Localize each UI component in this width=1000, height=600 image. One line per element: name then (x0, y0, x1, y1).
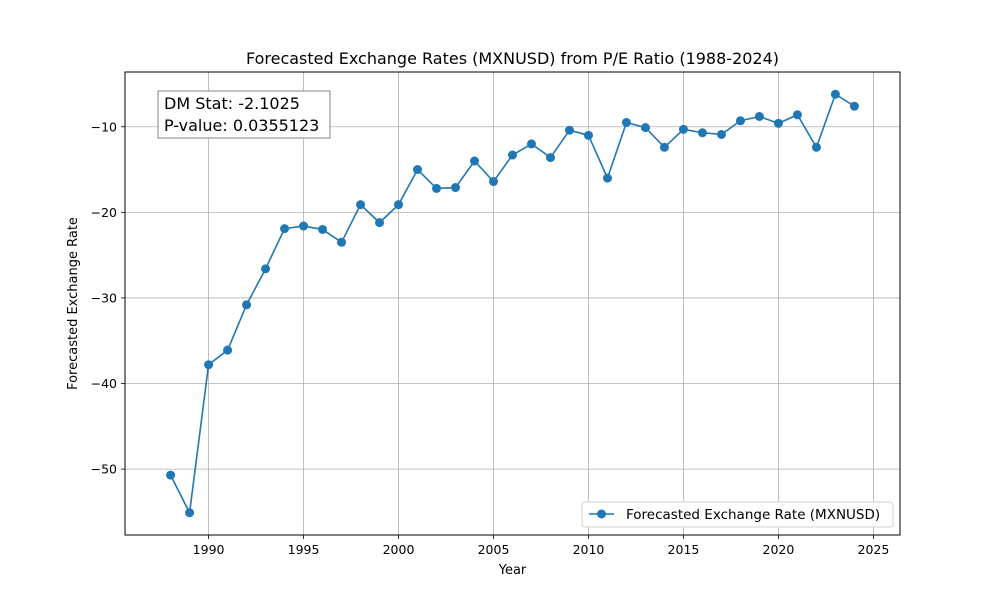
data-point (508, 150, 517, 160)
data-point (564, 125, 574, 135)
x-tick-label: 2005 (478, 542, 510, 557)
data-point (773, 118, 783, 128)
x-tick-label: 2000 (383, 542, 415, 557)
data-point (394, 200, 404, 210)
y-tick-label: −10 (91, 119, 117, 134)
data-point (185, 508, 195, 518)
data-point (602, 173, 612, 183)
x-axis-label: Year (498, 563, 527, 578)
data-point (697, 128, 707, 138)
legend: Forecasted Exchange Rate (MXNUSD) (581, 501, 894, 528)
y-tick-label: −50 (91, 462, 117, 477)
data-point (640, 123, 650, 133)
data-point (754, 112, 764, 121)
data-point (621, 117, 631, 127)
plot-area-frame (124, 71, 901, 536)
data-point (583, 130, 593, 140)
legend-marker-swatch (597, 509, 606, 519)
data-point (299, 221, 309, 231)
data-point (413, 165, 423, 175)
annotation-box (157, 90, 331, 139)
data-point (735, 116, 745, 126)
y-tick-label: −30 (91, 290, 117, 305)
x-tick-label: 2010 (573, 542, 605, 557)
x-tick-label: 1990 (193, 542, 225, 557)
x-tick-label: 2025 (858, 542, 890, 557)
data-point (280, 224, 290, 234)
y-tick-label: −40 (91, 376, 117, 391)
data-point (545, 153, 555, 163)
x-tick-label: 2015 (668, 542, 700, 557)
p-value-text: P-value: 0.0355123 (164, 116, 319, 135)
stat-annotation: DM Stat: -2.1025 P-value: 0.0355123 (157, 90, 331, 139)
data-point (166, 470, 176, 480)
data-point (242, 300, 252, 310)
data-point (318, 224, 328, 234)
data-point (356, 200, 366, 210)
data-point (830, 89, 840, 99)
data-point (811, 142, 821, 152)
data-point (659, 142, 669, 152)
data-point (470, 156, 480, 166)
x-tick-label: 2020 (763, 542, 795, 557)
data-point (792, 110, 802, 120)
data-point (261, 264, 271, 274)
data-point (849, 101, 859, 111)
axis-ticks: 1990 1995 2000 2005 2010 2015 2020 2025 −50 −40 −3… (91, 119, 890, 557)
data-point (337, 237, 347, 247)
data-point (451, 183, 461, 193)
data-point (204, 360, 214, 370)
data-point (223, 345, 233, 355)
series-layer (166, 89, 859, 518)
y-tick-label: −20 (91, 205, 117, 220)
data-point (678, 124, 688, 134)
data-point (375, 218, 385, 228)
data-point (489, 177, 498, 187)
dm-stat-text: DM Stat: -2.1025 (164, 94, 300, 113)
data-point (432, 183, 442, 193)
y-axis-label: Forecasted Exchange Rate (66, 217, 81, 390)
x-tick-label: 1995 (288, 542, 320, 557)
legend-box (581, 501, 894, 528)
data-point (716, 129, 726, 139)
legend-label: Forecasted Exchange Rate (MXNUSD) (626, 507, 880, 523)
chart-title: Forecasted Exchange Rates (MXNUSD) from … (246, 49, 779, 68)
grid-lines (125, 72, 900, 535)
data-point (527, 139, 536, 149)
